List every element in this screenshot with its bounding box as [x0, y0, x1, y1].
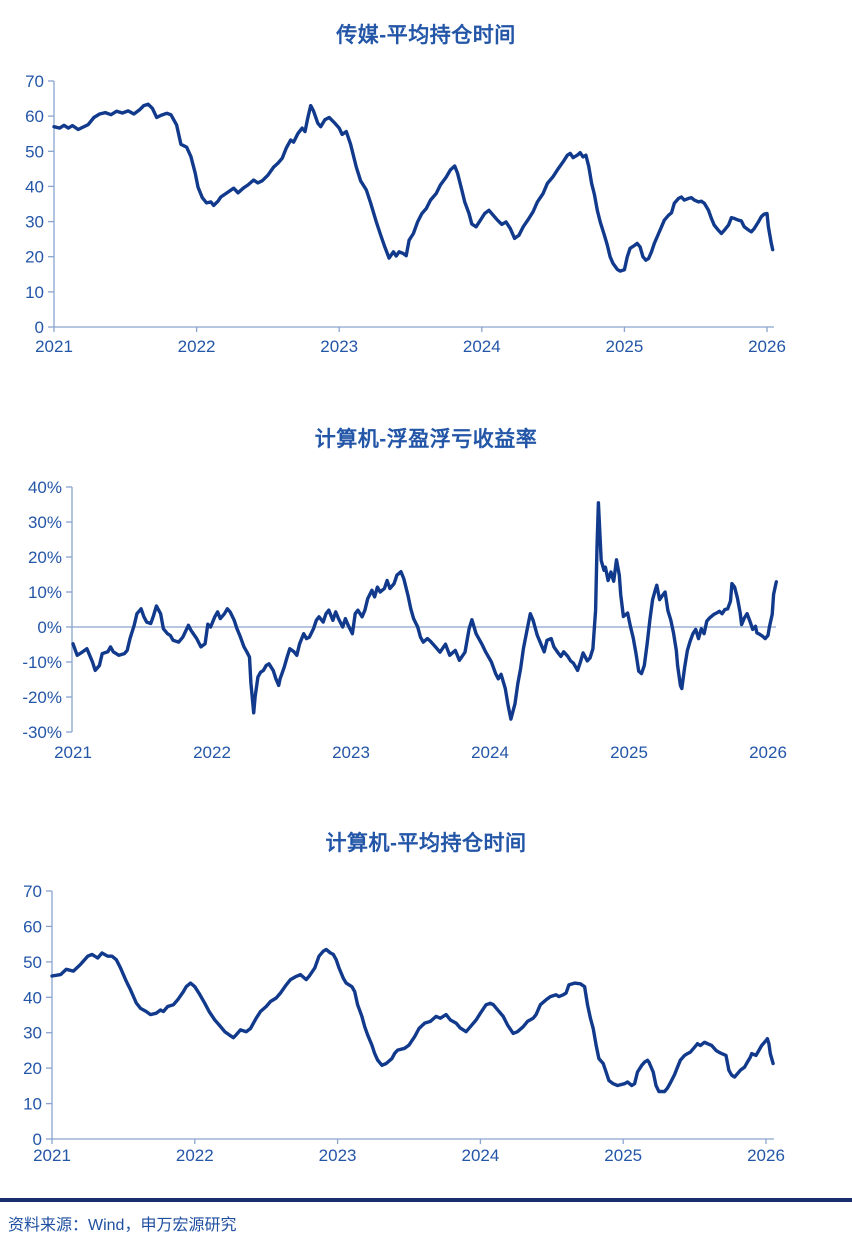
x-tick-label: 2023 — [319, 1146, 357, 1165]
data-line — [52, 102, 775, 273]
x-tick-label: 2026 — [747, 1146, 785, 1165]
x-tick-label: 2025 — [610, 743, 648, 762]
y-tick-label: 60 — [23, 917, 42, 936]
source-note: 资料来源：Wind，申万宏源研究 — [8, 1217, 237, 1234]
chart-title-computer-holding-time: 计算机-平均持仓时间 — [325, 832, 527, 855]
x-tick-label: 2022 — [193, 743, 231, 762]
y-tick-label: -10% — [22, 653, 62, 672]
x-tick-label: 2023 — [332, 743, 370, 762]
y-tick-label: 40% — [28, 478, 62, 497]
y-tick-label: 30 — [23, 1024, 42, 1043]
y-tick-label: 0 — [35, 318, 44, 337]
y-tick-label: 30% — [28, 513, 62, 532]
y-tick-label: 70 — [23, 882, 42, 901]
x-tick-label: 2025 — [604, 1146, 642, 1165]
x-tick-label: 2021 — [35, 337, 73, 356]
y-tick-label: 50 — [25, 142, 44, 161]
x-tick-label: 2022 — [178, 337, 216, 356]
x-tick-label: 2021 — [54, 743, 92, 762]
y-tick-label: 70 — [25, 72, 44, 91]
chart-title-media-holding-time: 传媒-平均持仓时间 — [336, 24, 516, 47]
y-tick-label: 30 — [25, 213, 44, 232]
y-tick-label: -30% — [22, 723, 62, 742]
y-tick-label: 60 — [25, 107, 44, 126]
data-line — [71, 501, 778, 721]
y-tick-label: 20 — [23, 1059, 42, 1078]
x-tick-label: 2024 — [461, 1146, 499, 1165]
y-tick-label: 10 — [25, 283, 44, 302]
x-tick-label: 2026 — [749, 743, 787, 762]
y-tick-label: 10% — [28, 583, 62, 602]
y-tick-label: 0% — [37, 618, 62, 637]
x-tick-label: 2024 — [471, 743, 509, 762]
chart-title-computer-pnl-return: 计算机-浮盈浮亏收益率 — [314, 428, 538, 451]
y-tick-label: 20 — [25, 248, 44, 267]
x-tick-label: 2024 — [463, 337, 501, 356]
y-tick-label: -20% — [22, 688, 62, 707]
chart-computer-pnl-return: 40% 30% 20% 10% 0% -10% -20% -30%2021 2022 2023 20… — [22, 478, 787, 762]
y-tick-label: 10 — [23, 1095, 42, 1114]
footer-rule — [0, 1198, 852, 1202]
y-tick-label: 0 — [33, 1130, 42, 1149]
y-tick-label: 50 — [23, 953, 42, 972]
x-tick-label: 2021 — [33, 1146, 71, 1165]
x-tick-label: 2022 — [176, 1146, 214, 1165]
x-tick-label: 2023 — [320, 337, 358, 356]
x-tick-label: 2026 — [748, 337, 786, 356]
x-tick-label: 2025 — [605, 337, 643, 356]
y-tick-label: 40 — [23, 988, 42, 1007]
y-tick-label: 40 — [25, 177, 44, 196]
y-tick-label: 20% — [28, 548, 62, 567]
data-line — [50, 947, 775, 1094]
